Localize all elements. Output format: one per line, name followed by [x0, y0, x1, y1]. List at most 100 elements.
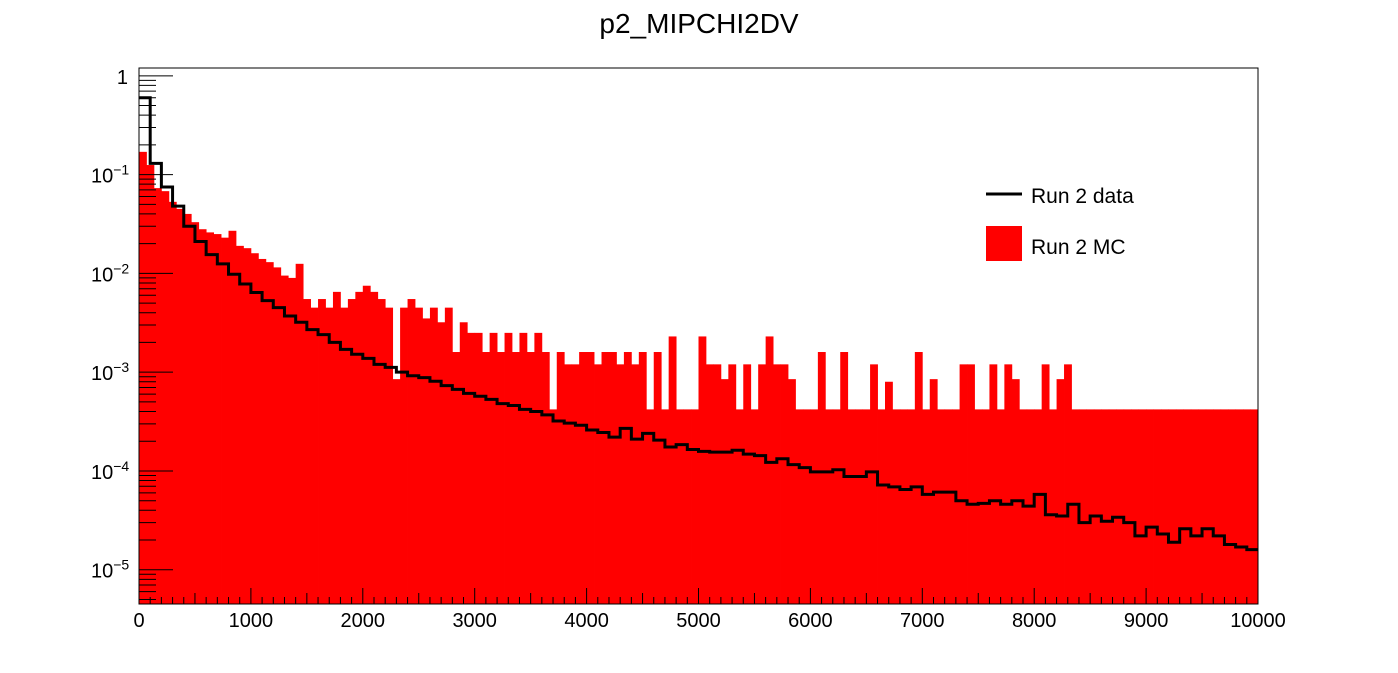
mc-bar [318, 299, 326, 604]
y-tick-label: 10−4 [91, 458, 129, 484]
x-tick-label: 2000 [341, 610, 386, 632]
mc-bar [146, 165, 155, 604]
mc-bar [392, 379, 401, 604]
mc-bar [1250, 409, 1259, 604]
mc-bar [646, 409, 655, 604]
mc-bar [176, 208, 185, 604]
mc-bar [802, 409, 811, 604]
y-tick-label: 10−2 [91, 260, 129, 286]
mc-bar [489, 332, 498, 604]
mc-bar [735, 409, 744, 604]
mc-bar [1041, 364, 1050, 604]
mc-bar [579, 352, 587, 604]
mc-bar [944, 409, 953, 604]
mc-bar [221, 237, 229, 604]
mc-bar [840, 352, 849, 604]
mc-bar [661, 409, 670, 604]
x-tick-label: 8000 [1012, 610, 1057, 632]
mc-bar [1123, 409, 1132, 604]
mc-bar [631, 364, 640, 604]
mc-bar [1064, 364, 1072, 604]
mc-bar [377, 299, 386, 604]
mc-bar [594, 364, 602, 604]
mc-bar [332, 291, 341, 604]
mc-bar [862, 409, 871, 604]
mc-bar [467, 332, 476, 604]
mc-bar [482, 352, 491, 604]
mc-bar [1175, 409, 1184, 604]
mc-bar [1198, 409, 1207, 604]
mc-bar [728, 364, 737, 604]
mc-bar [877, 409, 886, 604]
y-axis-ticks [139, 75, 173, 600]
mc-bar [765, 336, 774, 604]
mc-bar [139, 151, 147, 604]
mc-bar [1034, 409, 1043, 604]
mc-bar [750, 409, 759, 604]
mc-bar [347, 299, 356, 604]
mc-bar [362, 285, 371, 604]
mc-bar [206, 232, 214, 604]
mc-bar [564, 364, 573, 604]
mc-bar [422, 318, 431, 604]
x-tick-label: 3000 [452, 610, 497, 632]
mc-bar [668, 336, 677, 604]
mc-bar [1138, 409, 1147, 604]
mc-bar [914, 352, 923, 604]
mc-bar [273, 267, 282, 604]
mc-bar [459, 322, 468, 604]
mc-bar [1153, 409, 1162, 604]
x-tick-label: 1000 [229, 610, 274, 632]
mc-bar [444, 307, 453, 604]
mc-bar [437, 322, 446, 604]
mc-bar [810, 409, 819, 604]
mc-bar [1093, 409, 1102, 604]
mc-bar [705, 364, 714, 604]
mc-bar [474, 332, 483, 604]
mc-bar [183, 213, 192, 604]
mc-bar [452, 352, 461, 604]
mc-bar [907, 409, 916, 604]
mc-bar [213, 234, 222, 604]
x-tick-label: 9000 [1124, 610, 1169, 632]
mc-bar [355, 291, 364, 604]
legend-data-label: Run 2 data [1031, 185, 1134, 208]
mc-bar [720, 379, 729, 604]
mc-bar [870, 364, 878, 604]
mc-bar [676, 409, 684, 604]
data-step-line [139, 96, 1258, 552]
mc-bar [1011, 379, 1020, 604]
mc-bar [974, 409, 983, 604]
mc-bar [788, 379, 796, 604]
mc-bar [541, 352, 550, 604]
mc-bar [1049, 409, 1057, 604]
mc-bar [534, 332, 543, 604]
mc-bar [280, 275, 289, 604]
mc-bar [698, 336, 707, 604]
mc-bar [556, 352, 565, 604]
mc-bar [825, 409, 834, 604]
mc-bar [743, 364, 752, 604]
mc-bar [415, 307, 423, 604]
mc-bar [1168, 409, 1177, 604]
x-tick-label: 5000 [676, 610, 721, 632]
y-tick-label: 10−3 [91, 359, 129, 385]
mc-bar [1213, 409, 1222, 604]
x-axis-ticks [138, 588, 1259, 604]
mc-bar [1235, 409, 1244, 604]
mc-bar [310, 307, 319, 604]
mc-bar [243, 248, 252, 604]
mc-bar [623, 352, 632, 604]
y-tick-label: 10−1 [91, 162, 129, 188]
mc-bar [847, 409, 856, 604]
mc-bar [325, 307, 334, 604]
mc-bar [571, 364, 580, 604]
mc-bar [1190, 409, 1199, 604]
y-tick-label: 1 [117, 67, 128, 89]
mc-bar [1078, 409, 1087, 604]
mc-bar [795, 409, 804, 604]
mc-bar [250, 253, 259, 604]
mc-bar [228, 230, 237, 605]
mc-bar [1056, 379, 1065, 604]
